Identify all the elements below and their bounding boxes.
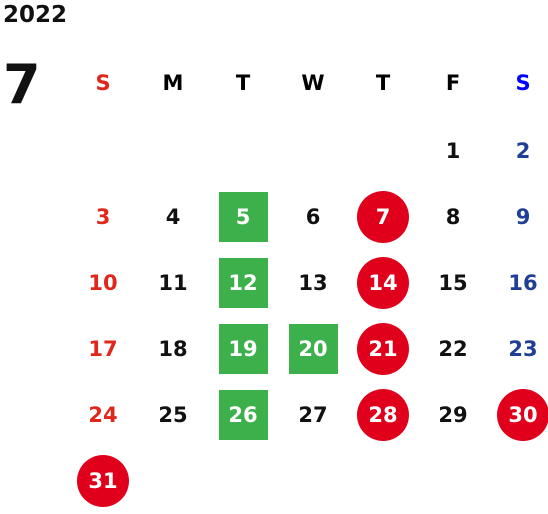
day-number-red-mark: 30 (497, 389, 548, 441)
year-label: 2022 (3, 2, 68, 28)
day-number: 16 (508, 271, 538, 295)
day-cell[interactable]: 6 (278, 184, 348, 250)
weekday-header: F (445, 71, 461, 95)
day-cell[interactable]: 19 (208, 316, 278, 382)
weekday-header: S (515, 71, 531, 95)
day-number: 6 (305, 205, 321, 229)
day-number: 10 (88, 271, 118, 295)
day-number-red-mark: 7 (357, 191, 409, 243)
day-cell[interactable]: 29 (418, 382, 488, 448)
day-cell[interactable]: 15 (418, 250, 488, 316)
day-number: 18 (158, 337, 188, 361)
day-cell[interactable]: 8 (418, 184, 488, 250)
day-number: 22 (438, 337, 468, 361)
day-number: 23 (508, 337, 538, 361)
day-cell[interactable]: 26 (208, 382, 278, 448)
weekday-cell: M (138, 50, 208, 116)
day-cell[interactable]: 23 (488, 316, 548, 382)
weekday-header: W (301, 71, 325, 95)
weekday-header: T (235, 71, 251, 95)
day-cell[interactable]: 20 (278, 316, 348, 382)
month-label: 7 (3, 53, 41, 116)
day-number-green-mark: 5 (218, 192, 268, 242)
day-number-green-mark: 19 (218, 324, 268, 374)
weekday-header: T (375, 71, 391, 95)
weekday-cell: S (68, 50, 138, 116)
day-number: 15 (438, 271, 468, 295)
weekday-cell: T (348, 50, 418, 116)
day-cell[interactable]: 2 (488, 118, 548, 184)
day-number: 24 (88, 403, 118, 427)
day-cell[interactable]: 18 (138, 316, 208, 382)
day-cell[interactable]: 22 (418, 316, 488, 382)
day-cell[interactable]: 3 (68, 184, 138, 250)
calendar-grid: S M T W T F S 1 2 3 4 5 6 7 8 9 10 11 12 13 14 15 16 17 18 19 20 21… (68, 50, 548, 510)
day-cell[interactable]: 16 (488, 250, 548, 316)
day-cell[interactable]: 14 (348, 250, 418, 316)
day-number: 13 (298, 271, 328, 295)
day-cell[interactable]: 21 (348, 316, 418, 382)
day-number: 25 (158, 403, 188, 427)
day-cell[interactable]: 17 (68, 316, 138, 382)
weekday-cell: S (488, 50, 548, 116)
day-number: 9 (515, 205, 531, 229)
day-cell[interactable]: 24 (68, 382, 138, 448)
day-cell[interactable]: 1 (418, 118, 488, 184)
day-number: 8 (445, 205, 461, 229)
day-number: 1 (445, 139, 461, 163)
day-cell[interactable]: 11 (138, 250, 208, 316)
day-number: 27 (298, 403, 328, 427)
day-cell[interactable]: 25 (138, 382, 208, 448)
day-cell[interactable]: 10 (68, 250, 138, 316)
day-number: 2 (515, 139, 531, 163)
day-number: 11 (158, 271, 188, 295)
day-number-green-mark: 20 (288, 324, 338, 374)
day-cell[interactable]: 9 (488, 184, 548, 250)
day-number-red-mark: 21 (357, 323, 409, 375)
weekday-header: M (162, 71, 184, 95)
day-number: 17 (88, 337, 118, 361)
day-cell[interactable]: 4 (138, 184, 208, 250)
day-cell[interactable]: 5 (208, 184, 278, 250)
weekday-cell: F (418, 50, 488, 116)
day-cell[interactable]: 30 (488, 382, 548, 448)
day-number-green-mark: 12 (218, 258, 268, 308)
day-cell[interactable]: 13 (278, 250, 348, 316)
weekday-header: S (95, 71, 111, 95)
day-number: 3 (95, 205, 111, 229)
weekday-cell: T (208, 50, 278, 116)
day-number-red-mark: 28 (357, 389, 409, 441)
day-cell[interactable]: 12 (208, 250, 278, 316)
day-cell[interactable]: 7 (348, 184, 418, 250)
day-cell[interactable]: 28 (348, 382, 418, 448)
day-cell[interactable]: 27 (278, 382, 348, 448)
day-number-red-mark: 14 (357, 257, 409, 309)
day-number: 4 (165, 205, 181, 229)
weekday-cell: W (278, 50, 348, 116)
day-number-red-mark: 31 (77, 455, 129, 507)
day-cell[interactable]: 31 (68, 448, 138, 514)
day-number-green-mark: 26 (218, 390, 268, 440)
day-number: 29 (438, 403, 468, 427)
